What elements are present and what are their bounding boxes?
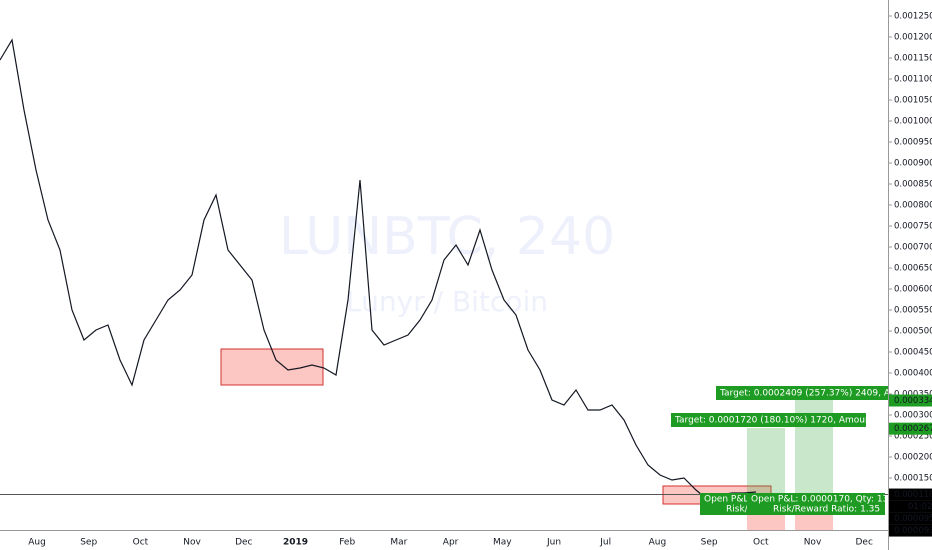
annotation-box [700,493,760,515]
y-tick-label: 0.0001500 [894,474,932,484]
x-tick-label: 2019 [283,538,308,548]
watermark-symbol: LUNBTC, 240 [279,207,615,267]
x-tick-label: Jul [599,538,611,548]
price-label-box [889,394,932,407]
annotation: Target: 0.0001720 (180.10%) 1720, Amount… [674,416,917,426]
x-tick-label: May [493,538,512,548]
x-tick-label: Apr [443,538,459,548]
annotations: Target: 0.0002409 (257.37%) 2409, Amount… [671,386,932,515]
price-label-box [889,488,932,501]
price-label: 0.0000936 [894,526,932,536]
x-tick-label: Feb [339,538,355,548]
annotation: Risk/Reward Ratio: 1.35 [773,505,880,515]
annotation-box [716,386,888,400]
x-tick-label: Oct [753,538,769,548]
x-tick-label: Dec [235,538,252,548]
price-label: 0.0000955 [894,514,932,524]
watermark-name: Lunyr / Bitcoin [346,285,548,318]
countdown: 01:02 [908,502,932,512]
price-label-box [889,524,932,537]
annotation-box [671,413,866,427]
annotation: Risk/R [726,505,754,515]
x-tick-label: Jun [546,538,561,548]
plot [0,38,757,501]
x-tick-label: Oct [133,538,149,548]
range-box [220,348,324,386]
price-label-box [889,512,932,525]
x-tick-label: Sep [80,538,97,548]
price-label-box [889,422,932,435]
x-tick-label: Dec [855,538,872,548]
x-tick-label: Nov [183,538,201,548]
x-tick-label: Aug [28,538,46,548]
price-series [0,38,757,501]
x-tick-label: Mar [390,538,407,548]
x-tick-label: Sep [701,538,718,548]
x-tick-label: Aug [649,538,667,548]
price-label: 0.0001106 [894,490,932,500]
price-label: 0.0003345 [894,396,932,406]
annotation-box [747,493,885,515]
countdown-box [889,500,932,513]
annotation: Target: 0.0002409 (257.37%) 2409, Amount… [719,389,932,399]
annotation: Open P&L: 0.0000170, Qty: 1396648 [751,495,917,505]
annotation: Open P&L: 0 [704,495,760,505]
profit-zone [747,428,785,494]
x-tick-label: Nov [804,538,822,548]
price-label: 0.0002675 [894,424,932,434]
